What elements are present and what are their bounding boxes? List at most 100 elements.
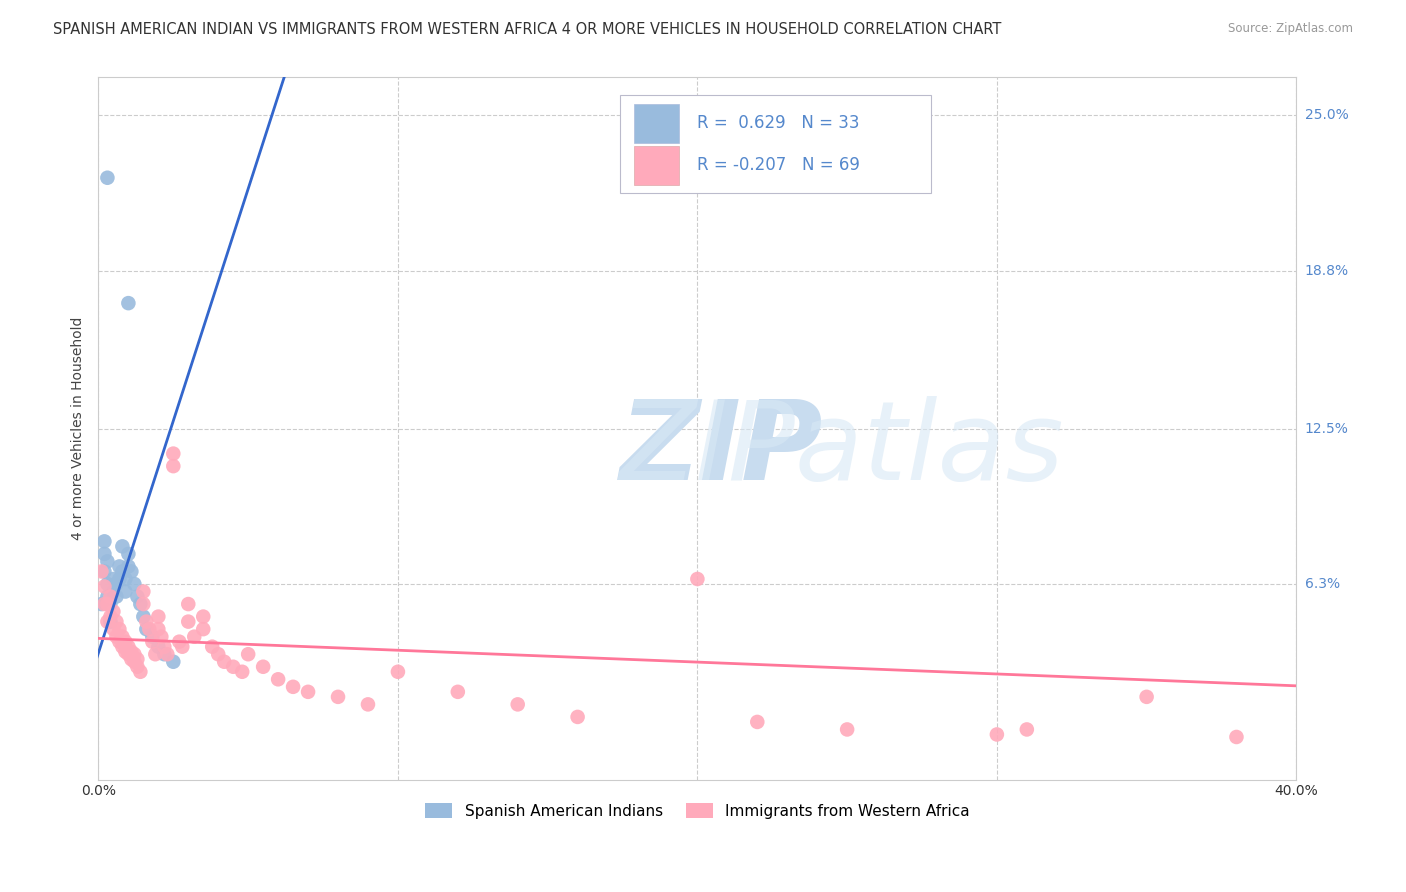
Point xyxy=(267,673,290,687)
Point xyxy=(108,572,131,586)
Point xyxy=(132,597,155,611)
Point xyxy=(108,634,131,648)
Point xyxy=(117,647,139,661)
Point xyxy=(141,630,163,644)
Point xyxy=(326,690,349,704)
Legend: Spanish American Indians, Immigrants from Western Africa: Spanish American Indians, Immigrants fro… xyxy=(419,797,976,824)
Text: ZIP: ZIP xyxy=(620,396,823,503)
Point xyxy=(447,685,470,699)
Point xyxy=(111,630,134,644)
Point xyxy=(177,597,200,611)
Point xyxy=(837,723,859,737)
Point xyxy=(135,615,157,629)
Point xyxy=(105,615,128,629)
Point xyxy=(120,565,142,579)
Point xyxy=(129,665,152,679)
Point xyxy=(297,685,319,699)
Point xyxy=(124,577,146,591)
Point xyxy=(124,655,146,669)
Point xyxy=(357,698,380,712)
Point xyxy=(100,597,122,611)
Point xyxy=(96,554,118,568)
Point xyxy=(120,645,142,659)
Point xyxy=(100,615,122,629)
Point xyxy=(93,547,115,561)
Text: SPANISH AMERICAN INDIAN VS IMMIGRANTS FROM WESTERN AFRICA 4 OR MORE VEHICLES IN : SPANISH AMERICAN INDIAN VS IMMIGRANTS FR… xyxy=(53,22,1002,37)
Point xyxy=(90,565,112,579)
Point xyxy=(252,659,274,673)
Point xyxy=(100,590,122,604)
Point xyxy=(138,622,160,636)
Point xyxy=(117,296,139,310)
Point xyxy=(96,615,118,629)
Point xyxy=(201,640,224,654)
FancyBboxPatch shape xyxy=(634,146,679,185)
Text: 25.0%: 25.0% xyxy=(1305,108,1348,122)
Point xyxy=(169,634,191,648)
Point xyxy=(124,647,146,661)
Y-axis label: 4 or more Vehicles in Household: 4 or more Vehicles in Household xyxy=(72,317,86,541)
Point xyxy=(153,647,176,661)
Text: 12.5%: 12.5% xyxy=(1305,422,1348,435)
Point xyxy=(103,572,125,586)
Point xyxy=(143,647,166,661)
Point xyxy=(132,584,155,599)
Text: 6.3%: 6.3% xyxy=(1305,577,1340,591)
Point xyxy=(747,714,769,729)
Point xyxy=(96,577,118,591)
Point xyxy=(90,597,112,611)
Point xyxy=(387,665,409,679)
Point xyxy=(281,680,304,694)
Point xyxy=(100,609,122,624)
Point xyxy=(150,630,173,644)
Point xyxy=(114,634,136,648)
Point xyxy=(135,622,157,636)
Point xyxy=(93,534,115,549)
Point xyxy=(162,459,184,474)
Point xyxy=(222,659,245,673)
Point xyxy=(93,580,115,594)
Point xyxy=(114,584,136,599)
Point xyxy=(111,540,134,554)
Point xyxy=(117,640,139,654)
Point xyxy=(177,615,200,629)
Point xyxy=(986,727,1008,741)
Point xyxy=(103,622,125,636)
Point xyxy=(120,652,142,666)
Point xyxy=(153,640,176,654)
Point xyxy=(148,640,170,654)
Point xyxy=(207,647,229,661)
Point xyxy=(117,559,139,574)
Point xyxy=(567,710,589,724)
Point xyxy=(105,590,128,604)
Point xyxy=(117,547,139,561)
Point xyxy=(96,597,118,611)
Point xyxy=(141,634,163,648)
Point xyxy=(231,665,253,679)
Point xyxy=(193,609,215,624)
Point xyxy=(1136,690,1159,704)
Point xyxy=(686,572,709,586)
Text: R =  0.629   N = 33: R = 0.629 N = 33 xyxy=(697,114,860,132)
Point xyxy=(148,609,170,624)
Point xyxy=(132,609,155,624)
FancyBboxPatch shape xyxy=(634,104,679,143)
Point xyxy=(1225,730,1247,744)
Text: ZIPatlas: ZIPatlas xyxy=(620,396,1064,503)
Point xyxy=(96,170,118,185)
Point xyxy=(114,645,136,659)
Point xyxy=(162,447,184,461)
Point xyxy=(111,565,134,579)
Point xyxy=(108,622,131,636)
Point xyxy=(111,640,134,654)
FancyBboxPatch shape xyxy=(620,95,931,194)
Point xyxy=(1015,723,1038,737)
Point xyxy=(127,659,149,673)
Point xyxy=(127,652,149,666)
Point xyxy=(193,622,215,636)
Point xyxy=(148,622,170,636)
Point xyxy=(156,647,179,661)
Point xyxy=(162,655,184,669)
Point xyxy=(129,597,152,611)
Point xyxy=(103,584,125,599)
